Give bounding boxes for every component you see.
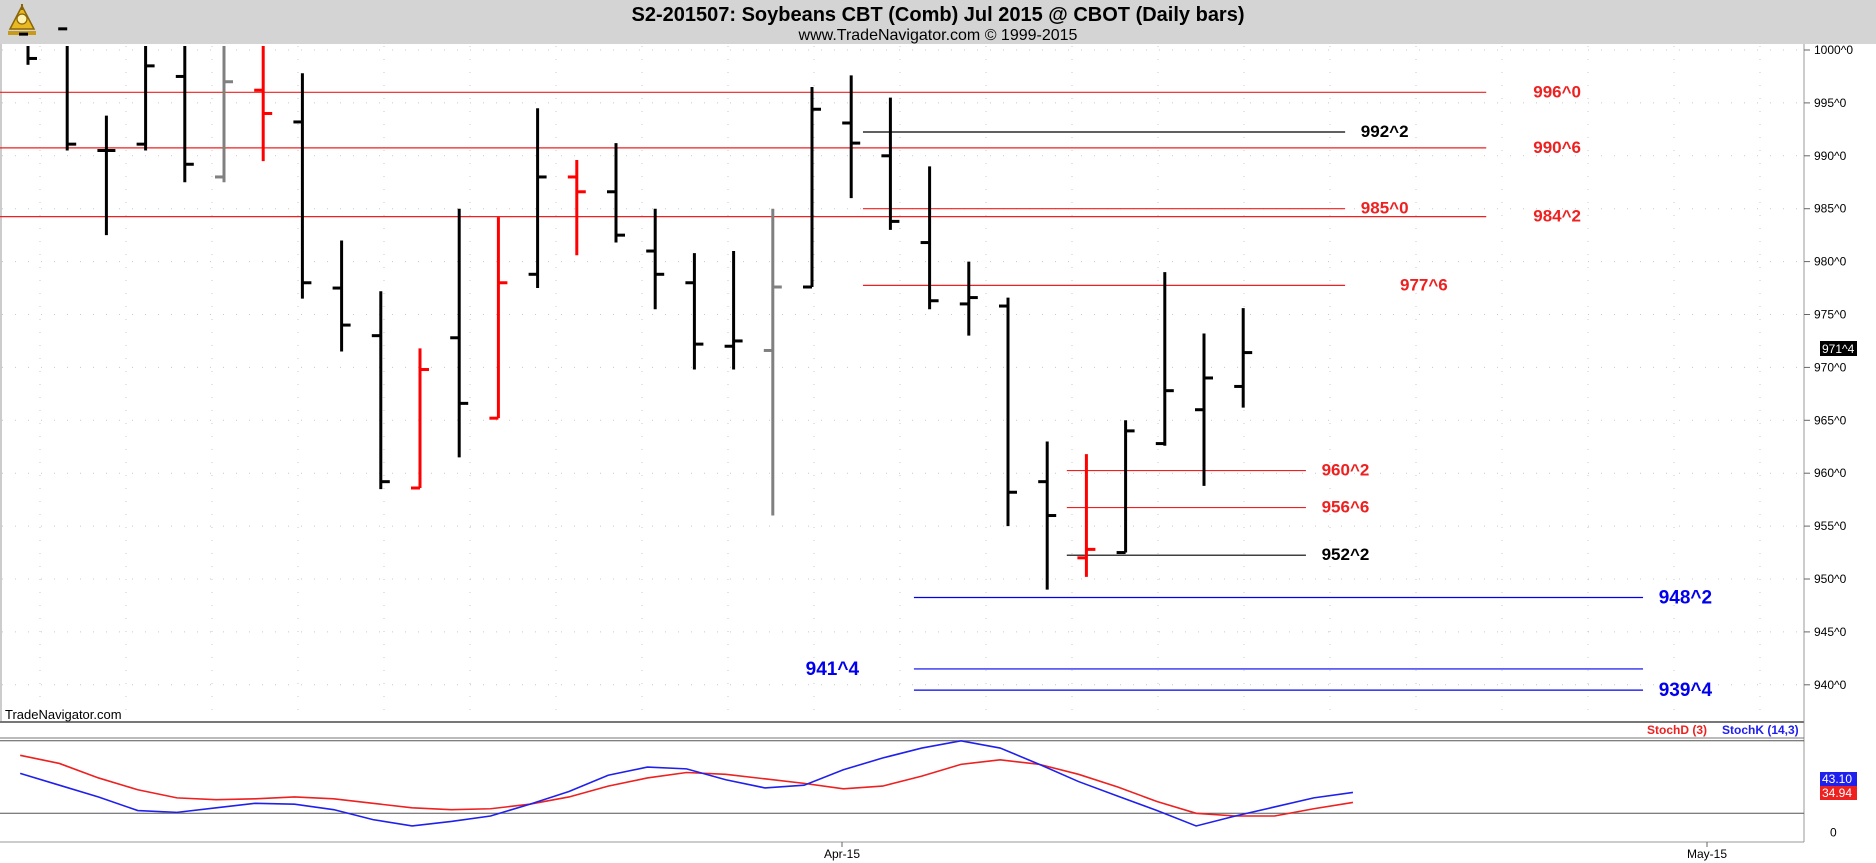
ohlc-bar (920, 166, 939, 310)
stoch-k-value: 43.10 (1822, 772, 1852, 786)
ohlc-bar (450, 208, 469, 458)
price-tick-label: 985^0 (1814, 202, 1847, 216)
header-bar (0, 0, 1876, 44)
ohlc-bar (842, 75, 861, 199)
price-tick-label: 955^0 (1814, 519, 1847, 533)
price-tick-label: 970^0 (1814, 360, 1847, 374)
level-label: 992^2 (1361, 122, 1409, 141)
ohlc-bar (19, 32, 37, 65)
ohlc-bar (136, 46, 155, 151)
ohlc-bar (803, 87, 821, 289)
ohlc-bar (175, 46, 194, 183)
level-label: 941^4 (806, 659, 860, 680)
date-axis: Apr-15 May-15 (824, 842, 1727, 861)
stoch-d-value: 34.94 (1822, 786, 1852, 800)
legend-stoch-d: StochD (3) (1647, 723, 1707, 737)
price-tick-label: 950^0 (1814, 572, 1847, 586)
level-label: 956^6 (1322, 498, 1370, 517)
last-price-marker (1820, 341, 1857, 356)
price-tick-label: 1000^0 (1814, 43, 1853, 57)
ohlc-bar (881, 97, 900, 230)
stoch-d-marker (1820, 786, 1857, 800)
price-tick-label: 980^0 (1814, 255, 1847, 269)
price-tick-label: 975^0 (1814, 308, 1847, 322)
price-tick-label: 940^0 (1814, 678, 1847, 692)
ohlc-bar (1195, 333, 1213, 486)
ohlc-bar (685, 253, 704, 370)
price-tick-label: 945^0 (1814, 625, 1847, 639)
ohlc-bar (97, 115, 116, 236)
last-price-label: 971^4 (1822, 342, 1855, 356)
legend-stoch-k: StochK (14,3) (1722, 723, 1799, 737)
ohlc-bar (1038, 441, 1057, 590)
level-label: 996^0 (1533, 82, 1581, 101)
ohlc-bar (999, 297, 1017, 527)
support-resistance-levels: 996^0 992^2 990^6 985^0 984^2 977^6 960^2 956^6… (0, 82, 1713, 701)
ohlc-bar (371, 291, 390, 490)
price-tick-label: 960^0 (1814, 466, 1847, 480)
date-tick-label: Apr-15 (824, 847, 860, 861)
level-label: 960^2 (1322, 461, 1370, 480)
ohlc-bar (959, 261, 978, 336)
ohlc-bar (646, 208, 665, 310)
date-tick-label: May-15 (1687, 847, 1727, 861)
chart-title: S2-201507: Soybeans CBT (Comb) Jul 2015 … (631, 4, 1244, 26)
price-tick-label: 995^0 (1814, 96, 1847, 110)
price-tick-label: 965^0 (1814, 413, 1847, 427)
ohlc-bars (19, 27, 1253, 590)
ohlc-bar (1116, 420, 1135, 555)
ohlc-bar (58, 27, 77, 151)
stoch-line (19, 739, 1354, 827)
level-label: 985^0 (1361, 199, 1409, 218)
ohlc-bar (1155, 272, 1174, 446)
price-axis: 1000^0 995^0 990^0 985^0 980^0 975^0 970^0 965^… (1804, 43, 1853, 692)
stoch-line (19, 754, 1354, 817)
ohlc-bar (1077, 454, 1096, 577)
ohlc-bar (607, 143, 625, 243)
level-label: 952^2 (1322, 545, 1370, 564)
chart-subtitle: www.TradeNavigator.com © 1999-2015 (798, 27, 1078, 44)
level-label: 977^6 (1400, 275, 1448, 294)
ohlc-bar (763, 208, 782, 516)
ohlc-bar (489, 217, 508, 420)
stoch-axis-label: 0 (1830, 825, 1837, 839)
ohlc-bar (411, 348, 429, 490)
ohlc-bar (567, 160, 586, 256)
stoch-k-marker (1820, 772, 1857, 786)
ohlc-bar (1234, 308, 1253, 408)
ohlc-bar (332, 240, 351, 352)
ohlc-bar (215, 46, 233, 183)
ohlc-bar (254, 46, 273, 162)
level-label: 990^6 (1533, 138, 1581, 157)
price-tick-label: 990^0 (1814, 149, 1847, 163)
ohlc-bar (293, 73, 312, 299)
watermark: TradeNavigator.com (5, 707, 122, 722)
level-label: 948^2 (1659, 588, 1712, 609)
level-label: 984^2 (1533, 207, 1581, 226)
ohlc-bar (724, 251, 743, 370)
ohlc-bar (528, 108, 547, 289)
level-label: 939^4 (1659, 680, 1713, 701)
